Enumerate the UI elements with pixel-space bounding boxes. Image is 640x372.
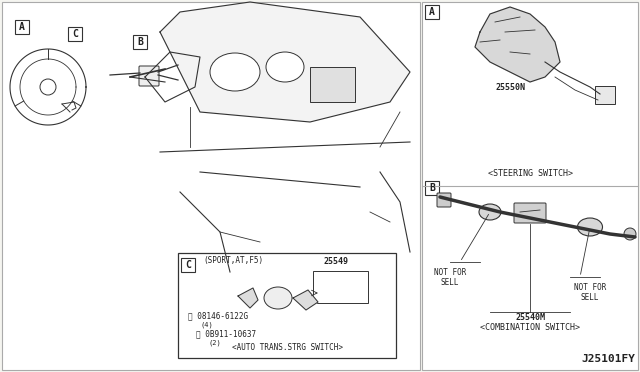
FancyBboxPatch shape <box>68 27 82 41</box>
Ellipse shape <box>210 53 260 91</box>
Polygon shape <box>293 290 318 310</box>
Text: Ⓝ 0B911-10637: Ⓝ 0B911-10637 <box>196 329 256 338</box>
Text: C: C <box>72 29 78 39</box>
Text: (4): (4) <box>200 321 212 327</box>
FancyBboxPatch shape <box>425 5 439 19</box>
Text: NOT FOR
SELL: NOT FOR SELL <box>574 283 606 302</box>
Polygon shape <box>475 7 560 82</box>
Bar <box>310 67 355 102</box>
FancyBboxPatch shape <box>437 193 451 207</box>
Text: C: C <box>185 260 191 270</box>
Bar <box>2 2 420 370</box>
Text: <AUTO TRANS.STRG SWITCH>: <AUTO TRANS.STRG SWITCH> <box>232 343 342 352</box>
Ellipse shape <box>624 228 636 240</box>
Text: B: B <box>429 183 435 193</box>
Text: 25550N: 25550N <box>495 83 525 92</box>
FancyBboxPatch shape <box>425 181 439 195</box>
Text: (2): (2) <box>208 339 221 346</box>
Text: NOT FOR
SELL: NOT FOR SELL <box>434 268 466 288</box>
Ellipse shape <box>266 52 304 82</box>
Polygon shape <box>238 288 258 308</box>
Text: 25540M: 25540M <box>515 313 545 322</box>
Text: <COMBINATION SWITCH>: <COMBINATION SWITCH> <box>480 323 580 332</box>
FancyBboxPatch shape <box>514 203 546 223</box>
Text: Ⓛ 08146-6122G: Ⓛ 08146-6122G <box>188 311 248 320</box>
Bar <box>422 2 638 370</box>
Text: B: B <box>137 37 143 47</box>
Text: 25549: 25549 <box>323 257 348 266</box>
Circle shape <box>40 79 56 95</box>
Bar <box>595 86 615 104</box>
Bar <box>178 253 396 358</box>
FancyBboxPatch shape <box>15 20 29 34</box>
Bar <box>313 271 368 303</box>
FancyBboxPatch shape <box>139 66 159 86</box>
Text: A: A <box>429 7 435 17</box>
Polygon shape <box>160 2 410 122</box>
Text: A: A <box>19 22 25 32</box>
FancyBboxPatch shape <box>181 258 195 272</box>
FancyBboxPatch shape <box>133 35 147 49</box>
Ellipse shape <box>479 204 501 220</box>
Ellipse shape <box>577 218 602 236</box>
Text: (SPORT,AT,F5): (SPORT,AT,F5) <box>203 257 263 266</box>
Ellipse shape <box>264 287 292 309</box>
Text: J25101FY: J25101FY <box>581 354 635 364</box>
Text: <STEERING SWITCH>: <STEERING SWITCH> <box>488 169 573 178</box>
